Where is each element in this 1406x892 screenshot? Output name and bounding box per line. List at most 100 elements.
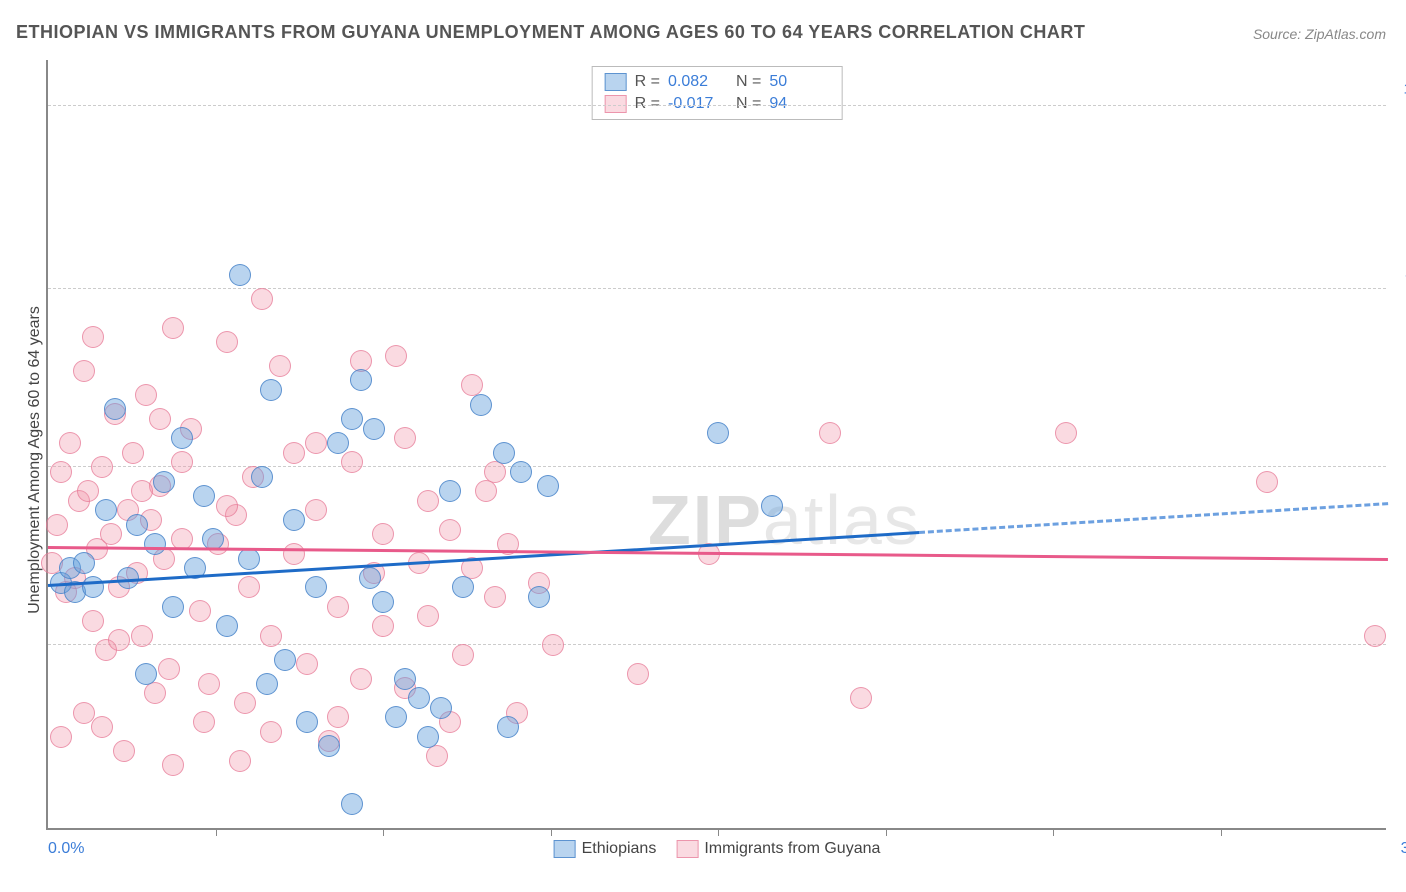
legend-swatch [554, 840, 576, 858]
data-point [510, 461, 532, 483]
r-label: R = [635, 73, 660, 91]
data-point [417, 605, 439, 627]
x-tick [1221, 828, 1222, 836]
n-label: N = [736, 95, 761, 113]
data-point [260, 625, 282, 647]
x-tick [551, 828, 552, 836]
legend-item: Immigrants from Guyana [676, 840, 880, 858]
plot-area: ZIPatlas R =0.082N =50R =-0.017N =94 0.0… [46, 60, 1386, 830]
data-point [135, 384, 157, 406]
data-point [50, 461, 72, 483]
data-point [108, 629, 130, 651]
data-point [189, 600, 211, 622]
data-point [216, 615, 238, 637]
chart-title: ETHIOPIAN VS IMMIGRANTS FROM GUYANA UNEM… [16, 22, 1085, 43]
series-legend: Ethiopians Immigrants from Guyana [554, 840, 881, 858]
x-axis-min-label: 0.0% [48, 840, 84, 858]
data-point [305, 499, 327, 521]
x-tick [718, 828, 719, 836]
data-point [819, 422, 841, 444]
data-point [1055, 422, 1077, 444]
data-point [82, 576, 104, 598]
data-point [144, 533, 166, 555]
data-point [260, 379, 282, 401]
r-value: -0.017 [668, 95, 728, 113]
r-value: 0.082 [668, 73, 728, 91]
data-point [305, 432, 327, 454]
data-point [537, 475, 559, 497]
data-point [77, 480, 99, 502]
y-axis-label: Unemployment Among Ages 60 to 64 years [26, 306, 44, 614]
data-point [327, 706, 349, 728]
data-point [305, 576, 327, 598]
legend-label: Immigrants from Guyana [704, 840, 880, 858]
data-point [82, 326, 104, 348]
data-point [251, 288, 273, 310]
data-point [528, 586, 550, 608]
data-point [350, 369, 372, 391]
data-point [484, 586, 506, 608]
data-point [162, 754, 184, 776]
legend-label: Ethiopians [582, 840, 657, 858]
n-value: 50 [769, 73, 829, 91]
correlation-legend: R =0.082N =50R =-0.017N =94 [592, 66, 843, 120]
data-point [91, 716, 113, 738]
data-point [327, 432, 349, 454]
x-axis-max-label: 30.0% [1401, 840, 1406, 858]
legend-swatch [605, 95, 627, 113]
data-point [251, 466, 273, 488]
data-point [149, 408, 171, 430]
data-point [372, 591, 394, 613]
legend-swatch [605, 73, 627, 91]
correlation-legend-row: R = 0.082 N = 50 [601, 71, 834, 93]
n-label: N = [736, 73, 761, 91]
data-point [122, 442, 144, 464]
data-point [707, 422, 729, 444]
data-point [100, 523, 122, 545]
data-point [50, 726, 72, 748]
x-tick [216, 828, 217, 836]
data-point [198, 673, 220, 695]
data-point [216, 331, 238, 353]
data-point [131, 480, 153, 502]
data-point [73, 552, 95, 574]
gridline [48, 288, 1386, 289]
data-point [372, 523, 394, 545]
regression-line [919, 503, 1388, 535]
gridline [48, 105, 1386, 106]
data-point [359, 567, 381, 589]
data-point [497, 716, 519, 738]
r-label: R = [635, 95, 660, 113]
data-point [385, 706, 407, 728]
chart-outer: Unemployment Among Ages 60 to 64 years Z… [46, 60, 1386, 860]
x-tick [383, 828, 384, 836]
data-point [318, 735, 340, 757]
data-point [46, 514, 68, 536]
data-point [761, 495, 783, 517]
data-point [283, 509, 305, 531]
data-point [82, 610, 104, 632]
data-point [350, 668, 372, 690]
data-point [426, 745, 448, 767]
data-point [171, 427, 193, 449]
data-point [417, 726, 439, 748]
data-point [162, 596, 184, 618]
data-point [260, 721, 282, 743]
data-point [627, 663, 649, 685]
data-point [850, 687, 872, 709]
data-point [274, 649, 296, 671]
data-point [193, 711, 215, 733]
legend-item: Ethiopians [554, 840, 657, 858]
data-point [171, 451, 193, 473]
data-point [126, 514, 148, 536]
data-point [229, 264, 251, 286]
data-point [91, 456, 113, 478]
data-point [1364, 625, 1386, 647]
legend-swatch [676, 840, 698, 858]
data-point [95, 499, 117, 521]
data-point [283, 442, 305, 464]
data-point [131, 625, 153, 647]
data-point [269, 355, 291, 377]
data-point [475, 480, 497, 502]
data-point [234, 692, 256, 714]
